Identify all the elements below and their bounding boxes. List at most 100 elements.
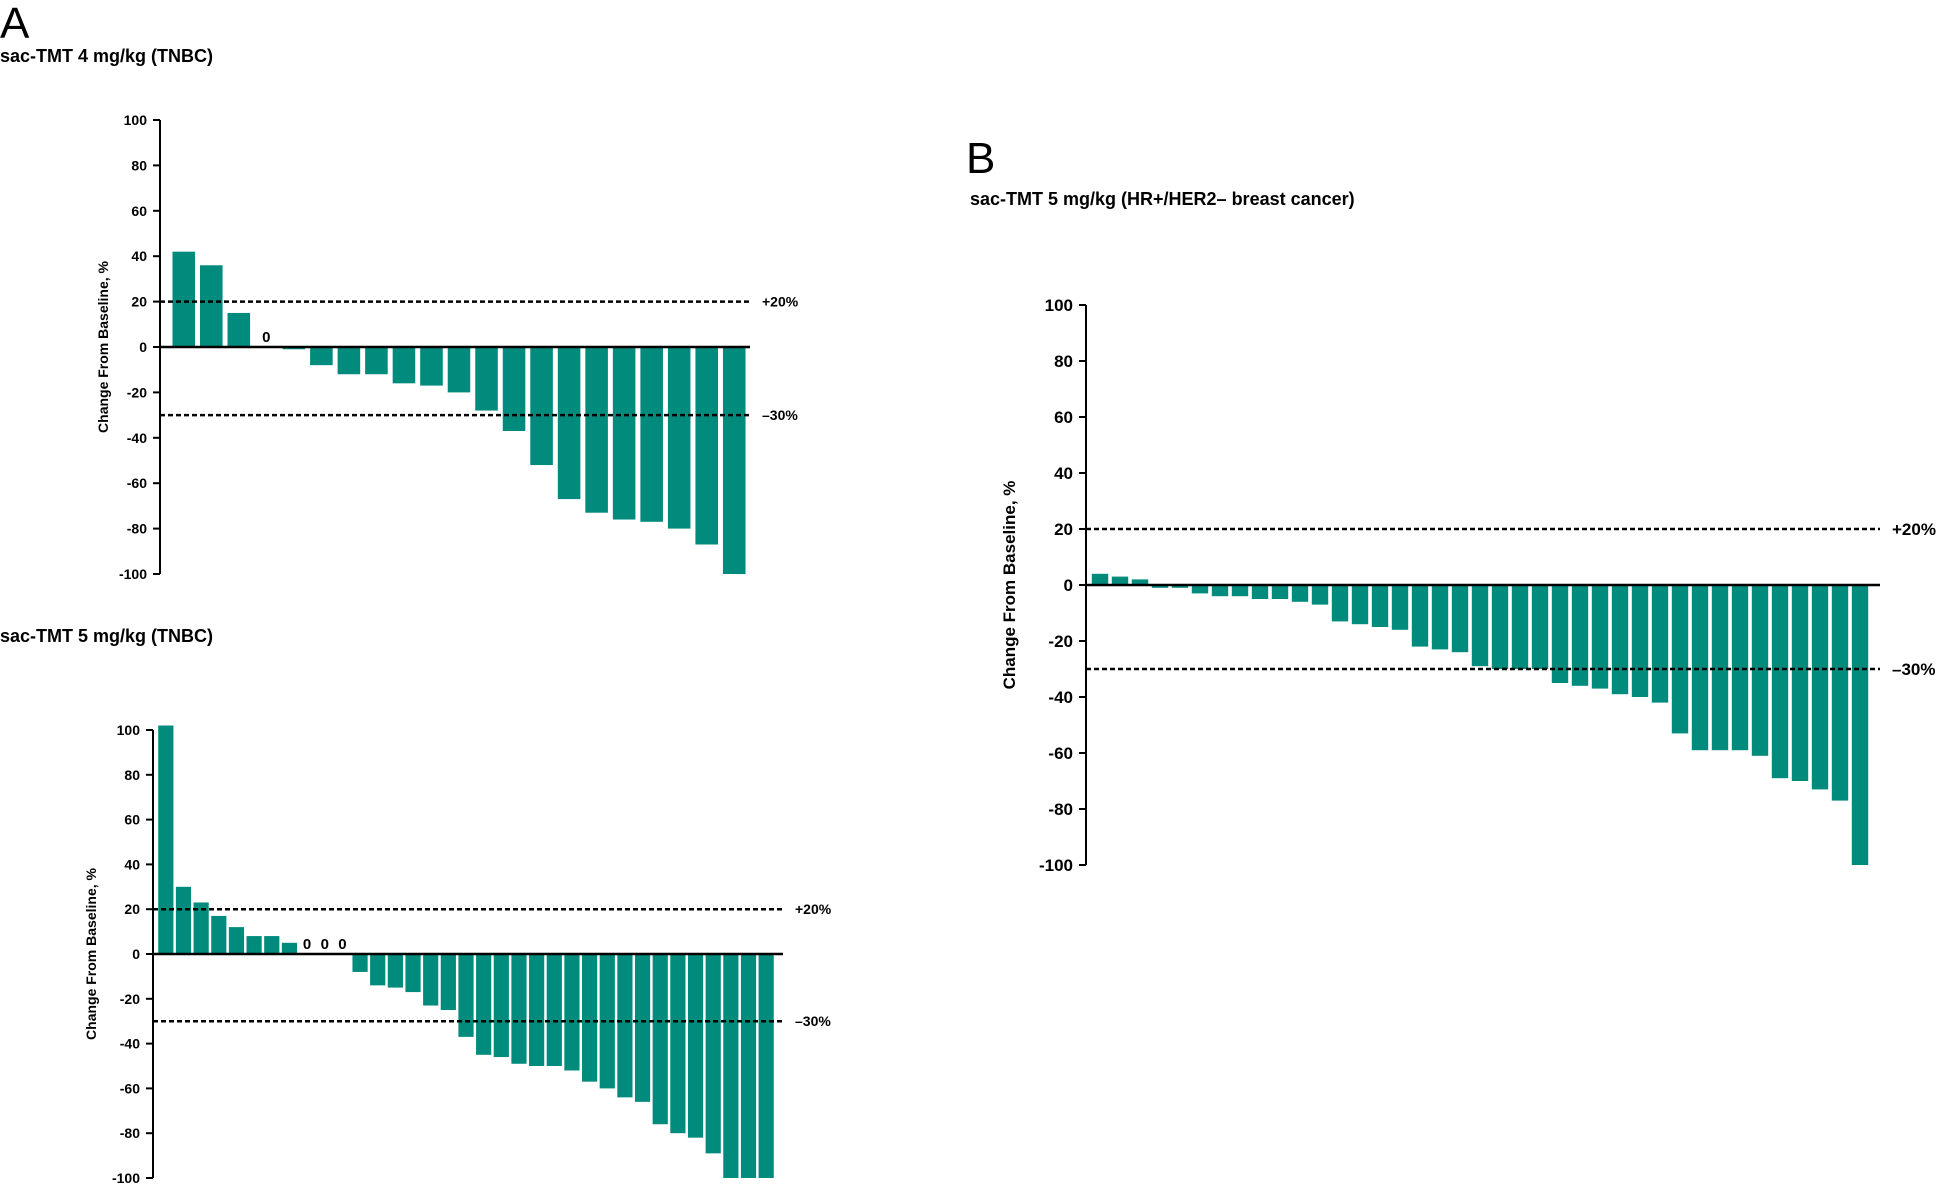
chart-a2-bar <box>652 954 668 1125</box>
chart-a2-title: sac-TMT 5 mg/kg (TNBC) <box>0 626 214 646</box>
chart-a1-bar <box>227 312 251 347</box>
chart-a2-bar <box>423 954 439 1006</box>
chart-a1-bar <box>310 347 333 366</box>
chart-b-bar <box>1611 585 1629 695</box>
chart-b-bar <box>1411 585 1429 647</box>
chart-b-bar <box>1331 585 1349 622</box>
chart-a2-y-tick-label: -60 <box>120 1080 140 1096</box>
chart-a2-y-axis-title: Change From Baseline, % <box>83 867 99 1039</box>
chart-a1-y-tick-label: -20 <box>127 384 147 400</box>
chart-a2-bar <box>705 954 721 1154</box>
panel-a-letter: A <box>0 0 30 48</box>
chart-b-y-tick-label: 100 <box>1045 296 1073 315</box>
chart-a1-bar <box>585 347 608 513</box>
chart-b-bar <box>1091 573 1109 585</box>
chart-a2-bar <box>599 954 615 1089</box>
chart-a1-bar <box>337 347 361 375</box>
chart-b-y-tick-label: -40 <box>1048 688 1073 707</box>
chart-a2-bar <box>582 954 598 1082</box>
chart-a2-y-tick-label: 20 <box>124 901 140 917</box>
chart-a2-y-tick-label: -80 <box>120 1125 140 1141</box>
chart-a2-zero-label: 0 <box>303 936 311 953</box>
chart-a1-bar <box>420 347 443 386</box>
chart-b-bar <box>1651 585 1669 703</box>
chart-b-bar <box>1551 585 1569 683</box>
chart-b-bar <box>1711 585 1729 751</box>
chart-b-bar <box>1151 585 1169 588</box>
chart-a2-bar <box>617 954 633 1098</box>
chart-b-bar <box>1111 576 1129 585</box>
chart-a1-bar <box>722 347 746 574</box>
chart-a2-y-tick-label: 100 <box>117 722 141 738</box>
chart-b-bar <box>1511 585 1529 669</box>
chart-a2-bar <box>458 954 474 1037</box>
chart-b-y-tick-label: 40 <box>1054 464 1073 483</box>
chart-a1-bar <box>172 251 196 347</box>
chart-a1-bar <box>200 265 223 347</box>
chart-b-y-tick-label: -80 <box>1048 800 1073 819</box>
chart-a1-y-tick-label: 40 <box>131 248 147 264</box>
chart-b-bar <box>1211 585 1229 597</box>
chart-a2-bar <box>281 942 298 954</box>
chart-a2-y-tick-label: 60 <box>124 812 140 828</box>
chart-a2-bar <box>687 954 704 1138</box>
chart-a2-bar <box>476 954 492 1055</box>
chart-a2-bar <box>264 936 280 954</box>
chart-a2-y-tick-label: -20 <box>120 991 140 1007</box>
chart-a2-bar <box>370 954 386 986</box>
chart-b-y-tick-label: 20 <box>1054 520 1073 539</box>
chart-b-bar <box>1731 585 1749 751</box>
chart-a1-bar <box>447 347 471 393</box>
chart-b-y-tick-label: -100 <box>1039 856 1073 875</box>
chart-a2-y-tick-label: 0 <box>132 946 140 962</box>
chart-b-bar <box>1431 585 1449 650</box>
chart-b-bar <box>1171 585 1189 588</box>
chart-a2-y-tick-label: -40 <box>120 1036 140 1052</box>
chart-a2-bar <box>246 936 262 954</box>
chart-b-bar <box>1191 585 1209 594</box>
chart-a2-bar <box>175 886 192 954</box>
chart-a2-ref-label-minus30: –30% <box>795 1013 831 1029</box>
chart-b-bar <box>1591 585 1609 689</box>
chart-a2-bar <box>193 902 209 954</box>
chart-b-y-tick-label: -60 <box>1048 744 1073 763</box>
chart-b-bar <box>1351 585 1369 625</box>
chart-a1-bar <box>365 347 388 375</box>
chart-b-bar <box>1231 585 1249 597</box>
chart-a1-zero-label: 0 <box>262 329 270 346</box>
chart-a2-bar <box>634 954 651 1102</box>
chart-a1-y-tick-label: 0 <box>139 339 147 355</box>
chart-a2-bar <box>440 954 456 1010</box>
chart-a1-ref-label-plus20: +20% <box>762 294 799 310</box>
chart-b-bar <box>1131 579 1149 585</box>
chart-a1-y-tick-label: -100 <box>119 566 147 582</box>
chart-a2-bar <box>758 954 774 1178</box>
chart-a2-bar <box>546 954 562 1066</box>
chart-b-bar <box>1271 585 1289 599</box>
chart-a1-y-tick-label: 100 <box>124 112 148 128</box>
chart-b-y-tick-label: -20 <box>1048 632 1073 651</box>
chart-b-bar <box>1371 585 1389 627</box>
chart-a1-y-tick-label: 20 <box>131 294 147 310</box>
chart-a1-bar <box>695 347 718 545</box>
chart-a2-ref-label-plus20: +20% <box>795 901 832 917</box>
chart-a2-bar <box>740 954 757 1178</box>
chart-a2-zero-label: 0 <box>338 936 346 953</box>
chart-b-y-tick-label: 80 <box>1054 352 1073 371</box>
chart-b-y-tick-label: 0 <box>1064 576 1073 595</box>
chart-a2-y-tick-label: 80 <box>124 767 140 783</box>
chart-a1-bar <box>530 347 553 466</box>
chart-a2-y-tick-label: -100 <box>112 1170 140 1185</box>
chart-a1-bar <box>667 347 691 529</box>
chart-a1-bar <box>557 347 581 500</box>
chart-a2-bar <box>723 954 739 1178</box>
chart-a1-bar <box>640 347 663 522</box>
chart-b-bar <box>1531 585 1549 669</box>
panel-b-letter: B <box>966 134 996 183</box>
chart-b-ref-label-minus30: –30% <box>1892 660 1935 679</box>
chart-b-bar <box>1811 585 1829 790</box>
chart-a1-y-tick-label: 80 <box>131 157 147 173</box>
chart-a2-bar <box>387 954 403 988</box>
